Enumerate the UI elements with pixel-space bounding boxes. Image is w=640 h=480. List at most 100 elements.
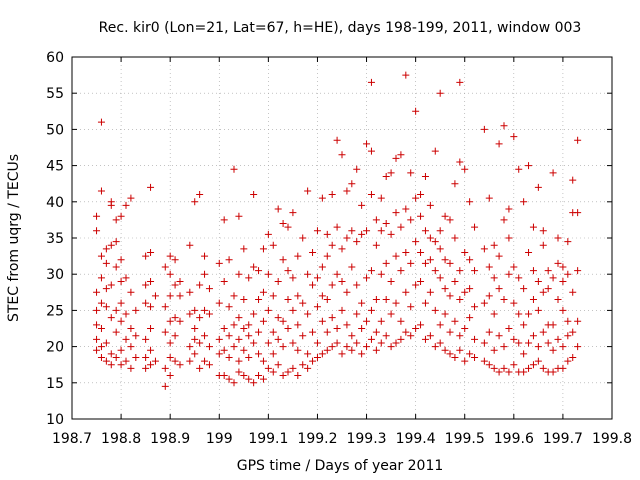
- data-point: [539, 288, 547, 296]
- data-point: [309, 248, 317, 256]
- data-point: [431, 343, 439, 351]
- data-point: [367, 267, 375, 275]
- data-point: [318, 194, 326, 202]
- y-tick-label: 35: [46, 231, 64, 247]
- data-point: [539, 328, 547, 336]
- data-point: [520, 285, 528, 293]
- data-point: [392, 299, 400, 307]
- data-point: [220, 277, 228, 285]
- data-point: [112, 238, 120, 246]
- y-tick-label: 10: [46, 412, 64, 428]
- data-point: [313, 339, 321, 347]
- data-point: [412, 107, 420, 115]
- data-point: [539, 227, 547, 235]
- data-point: [363, 343, 371, 351]
- data-point: [353, 339, 361, 347]
- data-point: [328, 343, 336, 351]
- data-point: [186, 357, 194, 365]
- data-point: [358, 230, 366, 238]
- data-point: [171, 281, 179, 289]
- data-point: [318, 350, 326, 358]
- data-point: [117, 317, 125, 325]
- data-point: [132, 353, 140, 361]
- data-point: [407, 332, 415, 340]
- data-point: [431, 306, 439, 314]
- data-point: [397, 267, 405, 275]
- data-point: [363, 317, 371, 325]
- data-point: [372, 346, 380, 354]
- data-point: [147, 346, 155, 354]
- data-point: [505, 234, 513, 242]
- data-point: [417, 191, 425, 199]
- data-point: [338, 350, 346, 358]
- data-point: [539, 241, 547, 249]
- data-point: [171, 256, 179, 264]
- data-point: [382, 332, 390, 340]
- data-point: [274, 205, 282, 213]
- data-point: [451, 317, 459, 325]
- data-point: [196, 314, 204, 322]
- data-point: [426, 201, 434, 209]
- data-point: [529, 332, 537, 340]
- data-point: [510, 335, 518, 343]
- data-point: [97, 187, 105, 195]
- data-point: [480, 245, 488, 253]
- data-point: [500, 122, 508, 130]
- data-point: [166, 372, 174, 380]
- data-point: [93, 288, 101, 296]
- data-point: [387, 343, 395, 351]
- data-point: [323, 296, 331, 304]
- data-point: [279, 256, 287, 264]
- data-point: [353, 165, 361, 173]
- data-point: [397, 151, 405, 159]
- data-point: [421, 172, 429, 180]
- data-point: [299, 332, 307, 340]
- data-point: [544, 285, 552, 293]
- data-points: [93, 71, 582, 390]
- data-point: [117, 277, 125, 285]
- data-point: [382, 172, 390, 180]
- data-point: [377, 194, 385, 202]
- data-point: [97, 274, 105, 282]
- data-point: [279, 220, 287, 228]
- data-point: [323, 252, 331, 260]
- data-point: [97, 353, 105, 361]
- data-point: [417, 277, 425, 285]
- data-point: [333, 136, 341, 144]
- data-point: [161, 328, 169, 336]
- data-point: [328, 281, 336, 289]
- data-point: [122, 201, 130, 209]
- data-point: [127, 194, 135, 202]
- data-point: [367, 306, 375, 314]
- data-point: [269, 292, 277, 300]
- data-point: [407, 303, 415, 311]
- data-point: [471, 267, 479, 275]
- data-point: [93, 306, 101, 314]
- data-point: [377, 227, 385, 235]
- data-point: [166, 317, 174, 325]
- data-point: [471, 353, 479, 361]
- data-point: [525, 248, 533, 256]
- data-point: [372, 296, 380, 304]
- data-point: [186, 343, 194, 351]
- data-point: [431, 267, 439, 275]
- data-point: [240, 325, 248, 332]
- data-point: [264, 306, 272, 314]
- data-point: [142, 364, 150, 372]
- data-point: [102, 339, 110, 347]
- data-point: [299, 234, 307, 242]
- data-point: [107, 241, 115, 249]
- data-point: [255, 372, 263, 380]
- data-point: [466, 285, 474, 293]
- data-point: [402, 288, 410, 296]
- data-point: [166, 292, 174, 300]
- data-point: [284, 267, 292, 275]
- data-point: [112, 328, 120, 336]
- data-point: [490, 274, 498, 282]
- data-point: [166, 339, 174, 347]
- data-point: [255, 350, 263, 358]
- data-point: [569, 176, 577, 184]
- data-point: [436, 339, 444, 347]
- data-point: [191, 335, 199, 343]
- data-point: [245, 274, 253, 282]
